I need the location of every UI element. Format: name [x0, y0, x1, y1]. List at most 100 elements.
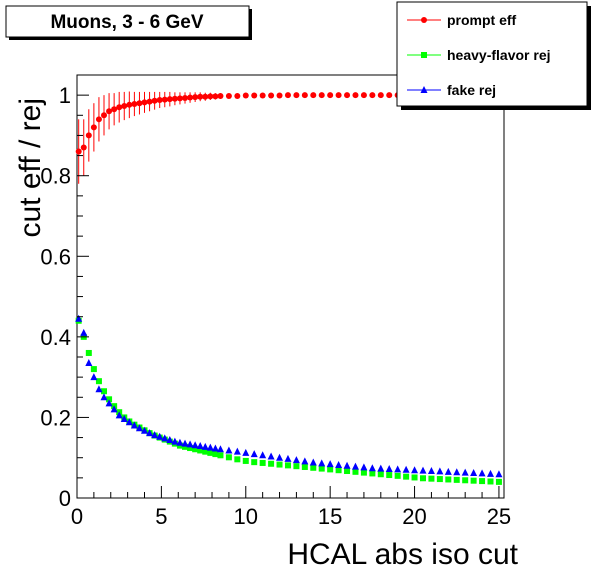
data-point: [166, 435, 174, 443]
data-point: [259, 451, 267, 459]
data-point: [75, 314, 83, 322]
data-point: [136, 100, 143, 107]
data-point: [217, 92, 224, 99]
data-point: [251, 459, 258, 466]
data-point: [377, 471, 384, 478]
data-point: [394, 472, 401, 479]
data-point: [344, 468, 351, 475]
data-point: [436, 476, 443, 483]
data-point: [121, 103, 128, 110]
data-point: [207, 449, 214, 456]
data-point: [187, 94, 194, 101]
x-tick-label: 0: [71, 504, 83, 529]
data-point: [284, 92, 291, 99]
data-point: [242, 457, 249, 464]
data-point: [292, 456, 300, 464]
data-point: [171, 437, 179, 445]
data-point: [343, 461, 351, 469]
data-point: [192, 446, 199, 453]
data-point: [95, 116, 102, 123]
data-point: [110, 405, 118, 413]
y-tick-label: 0.4: [40, 325, 71, 350]
data-point: [368, 464, 376, 472]
data-point: [95, 378, 102, 385]
x-tick-label: 20: [402, 504, 426, 529]
data-point: [444, 467, 452, 475]
data-point: [85, 359, 93, 367]
data-point: [250, 450, 258, 458]
x-tick-label: 15: [318, 504, 342, 529]
data-point: [335, 467, 342, 474]
data-point: [211, 444, 219, 452]
data-point: [151, 431, 159, 439]
data-point: [101, 112, 108, 119]
data-point: [453, 476, 460, 483]
data-point: [293, 463, 300, 470]
data-point: [176, 438, 184, 446]
data-point: [101, 388, 108, 395]
data-point: [427, 467, 435, 475]
data-point: [402, 465, 410, 473]
y-tick-label: 0.6: [40, 244, 71, 269]
data-point: [234, 456, 241, 463]
x-axis-title: HCAL abs iso cut: [287, 538, 518, 571]
data-point: [186, 440, 194, 448]
data-point: [369, 92, 376, 99]
data-point: [141, 99, 148, 106]
data-point: [267, 452, 275, 460]
data-point: [479, 478, 486, 485]
data-point: [242, 448, 250, 456]
data-point: [225, 454, 232, 461]
data-point: [360, 469, 367, 476]
data-point: [116, 104, 123, 111]
data-point: [131, 101, 138, 108]
data-point: [106, 396, 113, 403]
data-point: [197, 447, 204, 454]
data-point: [327, 92, 334, 99]
data-point: [411, 474, 418, 481]
data-point: [276, 453, 284, 461]
data-point: [111, 106, 118, 113]
legend-marker: [420, 86, 428, 93]
title-box: Muons, 3 - 6 GeV: [5, 5, 252, 40]
data-point: [85, 132, 92, 139]
legend-label: prompt eff: [447, 12, 517, 28]
data-point: [166, 96, 173, 103]
data-point: [351, 462, 359, 470]
data-point: [135, 424, 143, 432]
data-point: [268, 460, 275, 467]
data-point: [146, 429, 154, 437]
data-point: [156, 432, 164, 440]
data-point: [207, 93, 214, 100]
data-point: [487, 478, 494, 485]
data-point: [411, 466, 419, 474]
data-point: [268, 92, 275, 99]
data-point: [301, 463, 308, 470]
data-point: [225, 446, 233, 454]
data-point: [130, 421, 138, 429]
data-point: [80, 144, 87, 151]
data-point: [161, 434, 169, 442]
data-point: [182, 443, 189, 450]
data-point: [377, 464, 385, 472]
data-point: [284, 454, 292, 462]
legend-marker: [421, 52, 427, 58]
data-point: [419, 475, 426, 482]
y-axis-title: cut eff / rej: [14, 98, 47, 238]
data-point: [377, 92, 384, 99]
data-point: [95, 385, 103, 393]
data-point: [352, 468, 359, 475]
data-point: [225, 92, 232, 99]
data-point: [259, 92, 266, 99]
data-point: [310, 464, 317, 471]
data-point: [171, 95, 178, 102]
data-point: [181, 439, 189, 447]
data-point: [327, 466, 334, 473]
data-point: [151, 97, 158, 104]
data-point: [212, 451, 219, 458]
data-point: [85, 349, 92, 356]
data-point: [293, 92, 300, 99]
data-point: [156, 96, 163, 103]
plot-frame: [76, 74, 505, 499]
